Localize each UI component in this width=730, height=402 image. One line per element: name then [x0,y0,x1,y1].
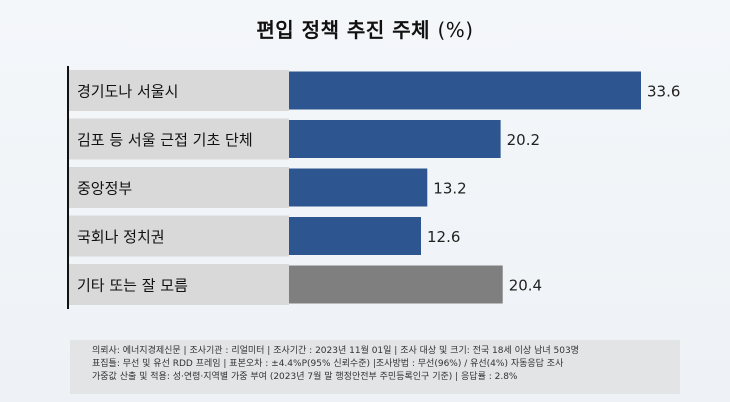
category-label-band [68,70,289,111]
survey-note-line-1: 의뢰사: 에너지경제신문 | 조사기관 : 리얼미터 | 조사기간 : 2023… [92,346,579,356]
bar [289,265,503,304]
category-label-band [68,215,289,257]
category-label: 국회나 정치권 [77,228,165,246]
bar-value-label: 20.4 [509,277,542,295]
chart-title-text: 편입 정책 추진 주체 [256,18,430,42]
survey-note-line-2: 표집틀: 무선 및 유선 RDD 프레임 | 표본오차 : ±4.4%P(95%… [92,359,564,369]
bar-chart: 경기도나 서울시 33.6 김포 등 서울 근접 기초 단체 20.2 중앙정부 13.2… [67,66,680,309]
bar-value-label: 33.6 [647,83,680,101]
survey-notes: 의뢰사: 에너지경제신문 | 조사기관 : 리얼미터 | 조사기간 : 2023… [70,340,680,394]
category-label-band [68,264,289,305]
category-label: 김포 등 서울 근접 기초 단체 [77,131,253,149]
chart-title-unit: (%) [437,18,474,42]
chart-title: 편입 정책 추진 주체 (%) [0,14,730,43]
bar-value-label: 20.2 [507,131,540,149]
bar-value-label: 12.6 [427,228,460,246]
bar [289,71,641,110]
survey-note-line-3: 가중값 산출 및 적용: 성·연령·지역별 가중 부여 (2023년 7월 말 … [92,372,518,382]
category-label-band [68,167,289,208]
category-label: 경기도나 서울시 [77,83,178,101]
bar [289,217,421,255]
category-label-band [68,118,289,160]
category-label: 중앙정부 [77,180,132,198]
bar-value-label: 13.2 [433,180,466,198]
category-label: 기타 또는 잘 모름 [77,277,188,295]
bar [289,168,428,207]
bar [289,120,501,158]
